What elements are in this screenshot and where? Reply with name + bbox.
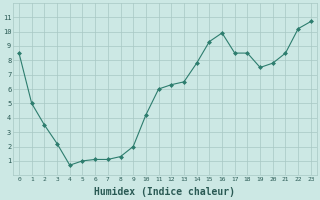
X-axis label: Humidex (Indice chaleur): Humidex (Indice chaleur)	[94, 187, 236, 197]
